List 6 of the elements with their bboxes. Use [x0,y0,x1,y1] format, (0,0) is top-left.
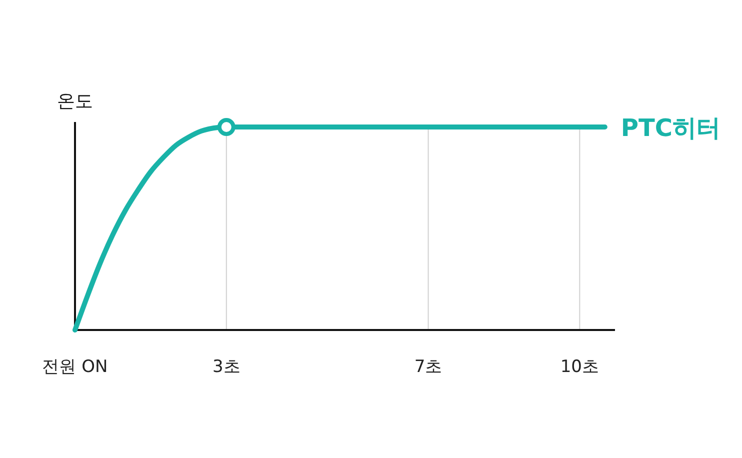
series-label: PTC히터 [620,114,720,142]
x-tick-label: 10초 [560,357,599,377]
x-tick-label: 전원 ON [42,357,108,377]
x-tick-label: 3초 [212,357,240,377]
y-axis-title: 온도 [57,91,93,112]
x-tick-label: 7초 [414,357,442,377]
